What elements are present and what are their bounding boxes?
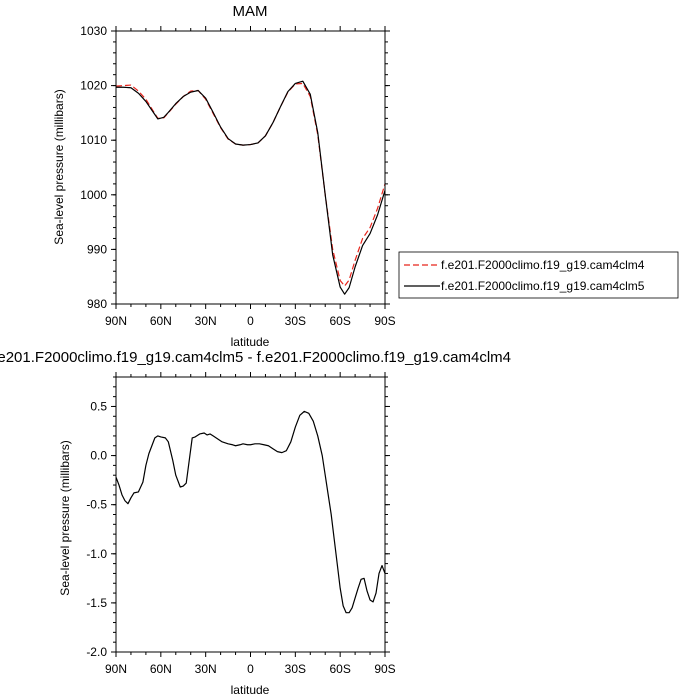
legend: f.e201.F2000climo.f19_g19.cam4clm4 f.e20…: [398, 251, 679, 299]
x-axis-label: latitude: [231, 335, 270, 349]
x-tick-label: 30S: [285, 662, 306, 676]
plot-frame: [111, 372, 390, 657]
x-tick-label: 90S: [374, 662, 395, 676]
y-tick-label: 980: [87, 297, 107, 311]
y-tick-label: -1.5: [86, 596, 107, 610]
x-tick-label: 90N: [105, 314, 127, 328]
axes-frame: [115, 30, 386, 305]
y-tick-label: -2.0: [86, 645, 107, 659]
x-tick-label: 60N: [150, 314, 172, 328]
x-tick-label: 30N: [195, 314, 217, 328]
x-tick-label: 0: [247, 314, 254, 328]
tick-labels: 90N 60N 30N 0 30S 60S 90S 980 990 1000 1010 1020 103…: [80, 24, 395, 328]
y-axis-label: Sea-level pressure (millibars): [52, 89, 66, 244]
legend-label-clm5: f.e201.F2000climo.f19_g19.cam4clm5: [441, 279, 645, 293]
x-axis-label: latitude: [231, 683, 270, 697]
x-tick-label: 60S: [329, 662, 350, 676]
y-tick-label: 0.5: [90, 399, 107, 413]
x-tick-label: 0: [247, 662, 254, 676]
y-tick-label: -1.0: [86, 547, 107, 561]
series-line-0-0: [115, 82, 386, 287]
legend-box: [398, 251, 679, 299]
y-tick-label: 1010: [80, 133, 107, 147]
y-tick-label: 1000: [80, 188, 107, 202]
x-tick-label: 60N: [150, 662, 172, 676]
y-tick-label: -0.5: [86, 498, 107, 512]
series-line-1-0: [115, 410, 386, 614]
x-tick-label: 90S: [374, 314, 395, 328]
y-axis-label: Sea-level pressure (millibars): [58, 440, 72, 595]
x-tick-label: 30S: [285, 314, 306, 328]
series-line-0-1: [116, 80, 386, 295]
x-tick-label: 30N: [195, 662, 217, 676]
y-tick-label: 990: [87, 242, 107, 256]
y-tick-label: 1020: [80, 79, 107, 93]
tick-labels: 90N 60N 30N 0 30S 60S 90S -2.0 -1.5 -1.0 -0.5 0.0 0.…: [86, 399, 395, 676]
series-group: [115, 80, 386, 295]
y-tick-label: 0.0: [90, 449, 107, 463]
legend-label-clm4: f.e201.F2000climo.f19_g19.cam4clm4: [441, 258, 645, 272]
series-group: [115, 410, 386, 614]
pressure-panel: MAM 90N 60N 30N 0 30S 60S 90S 980 990 1000 1010 102…: [52, 3, 679, 349]
x-tick-label: 60S: [329, 314, 350, 328]
chart-title: MAM: [233, 3, 268, 20]
y-tick-label: 1030: [80, 24, 107, 38]
chart-title: f.e201.F2000climo.f19_g19.cam4clm5 - f.e…: [0, 349, 511, 366]
x-tick-label: 90N: [105, 662, 127, 676]
difference-panel: f.e201.F2000climo.f19_g19.cam4clm5 - f.e…: [0, 349, 511, 697]
plot-frame: [111, 26, 390, 309]
